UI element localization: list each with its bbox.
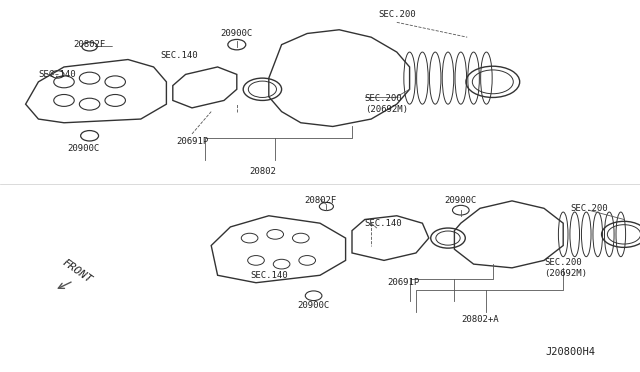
Text: 20802+A: 20802+A (461, 315, 499, 324)
Text: SEC.200: SEC.200 (378, 10, 415, 19)
Text: 20802: 20802 (249, 167, 276, 176)
Text: 20691P: 20691P (387, 278, 419, 287)
Text: 20691P: 20691P (176, 137, 208, 146)
Text: SEC.200: SEC.200 (570, 204, 607, 213)
Text: 20900C: 20900C (445, 196, 477, 205)
Text: SEC.140: SEC.140 (160, 51, 198, 60)
Text: 20802F: 20802F (74, 40, 106, 49)
Text: SEC.140: SEC.140 (38, 70, 76, 79)
Text: SEC.200
(20692M): SEC.200 (20692M) (365, 94, 408, 114)
Text: 20900C: 20900C (67, 144, 99, 153)
Text: FRONT: FRONT (60, 258, 93, 285)
Text: SEC.140: SEC.140 (250, 271, 287, 280)
Text: SEC.140: SEC.140 (365, 219, 403, 228)
Text: 20900C: 20900C (221, 29, 253, 38)
Text: 20802F: 20802F (304, 196, 336, 205)
Text: 20900C: 20900C (298, 301, 330, 310)
Text: J20800H4: J20800H4 (545, 347, 595, 357)
Text: SEC.200
(20692M): SEC.200 (20692M) (544, 258, 587, 278)
